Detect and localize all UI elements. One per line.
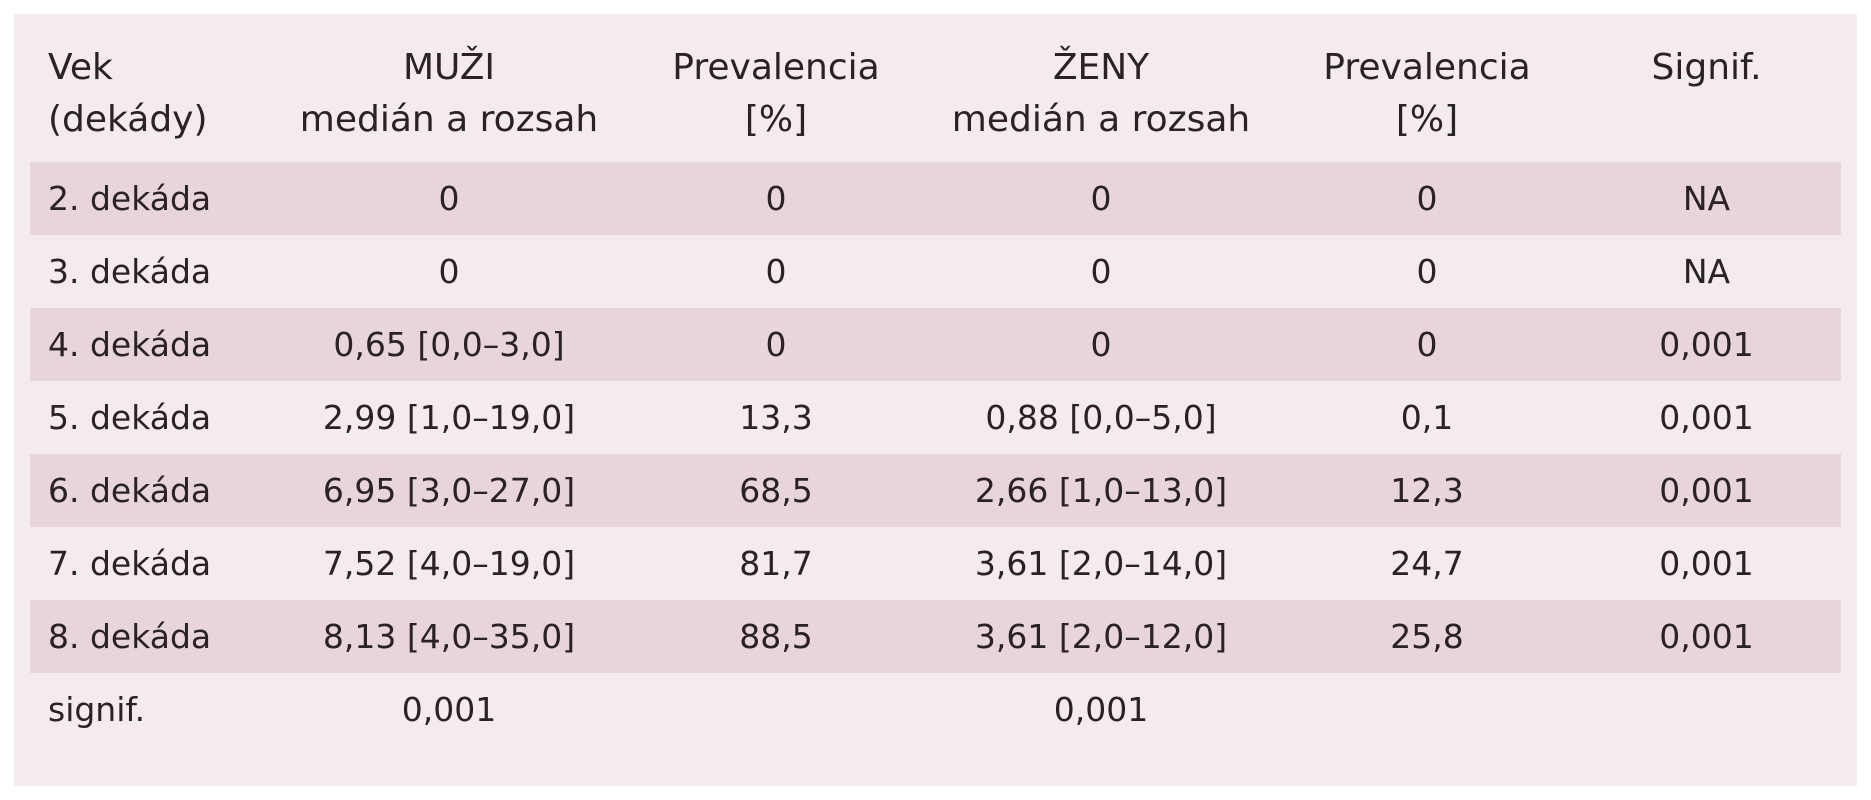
cell-women-median: 0 <box>920 308 1282 381</box>
table-header: Vek (dekády) MUŽI medián a rozsah Preval… <box>30 26 1841 162</box>
table-row: 3. dekáda 0 0 0 0 NA <box>30 235 1841 308</box>
cell-men-prevalence: 81,7 <box>739 544 813 583</box>
cell-age: 8. dekáda <box>30 600 266 673</box>
cell-women-prevalence: 0 <box>1282 308 1572 381</box>
header-row: Vek (dekády) MUŽI medián a rozsah Preval… <box>30 26 1841 162</box>
cell-men-median: 0,65 [0,0–3,0] <box>266 308 632 381</box>
cell-women-prevalence: 25,8 <box>1282 600 1572 673</box>
header-line: medián a rozsah <box>299 99 599 140</box>
cell-men-median: 0 <box>266 162 632 235</box>
cell-significance: 0,001 <box>1572 600 1841 673</box>
cell-significance <box>1572 673 1841 746</box>
cell-men-median: 6,95 [3,0–27,0] <box>266 454 632 527</box>
cell-men-prevalence: 68,5 <box>632 454 920 527</box>
table-body: 2. dekáda 0 0 0 0 NA 3. dekáda 0 0 0 0 N… <box>30 162 1841 746</box>
table-row: 4. dekáda 0,65 [0,0–3,0] 0 0 0 0,001 <box>30 308 1841 381</box>
cell-significance: 0,001 <box>1572 308 1841 381</box>
table-row-significance: signif. 0,001 0,001 <box>30 673 1841 746</box>
cell-women-prevalence: 0,1 <box>1400 398 1454 437</box>
cell-women-median: 0,001 <box>1053 690 1149 729</box>
cell-men-median: 7,52 [4,0–19,0] <box>322 544 576 583</box>
cell-women-median: 3,61 [2,0–14,0] <box>974 544 1228 583</box>
cell-age: signif. <box>48 690 146 729</box>
cell-men-prevalence: 13,3 <box>739 398 813 437</box>
cell-men-prevalence <box>632 673 920 746</box>
cell-age: 4. dekáda <box>30 308 266 381</box>
table-row: 7. dekáda 7,52 [4,0–19,0] 81,7 3,61 [2,0… <box>30 527 1841 600</box>
cell-men-median: 8,13 [4,0–35,0] <box>266 600 632 673</box>
cell-significance: 0,001 <box>1659 544 1754 583</box>
header-line: (dekády) <box>48 99 208 140</box>
cell-women-prevalence: 24,7 <box>1390 544 1464 583</box>
header-line: medián a rozsah <box>951 99 1251 140</box>
header-line <box>1576 94 1837 146</box>
cell-men-median: 2,99 [1,0–19,0] <box>322 398 576 437</box>
header-men-median: MUŽI medián a rozsah <box>266 26 632 162</box>
header-significance: Signif. <box>1572 26 1841 162</box>
cell-significance: 0,001 <box>1572 454 1841 527</box>
cell-men-prevalence: 88,5 <box>632 600 920 673</box>
table-row: 6. dekáda 6,95 [3,0–27,0] 68,5 2,66 [1,0… <box>30 454 1841 527</box>
cell-women-median: 2,66 [1,0–13,0] <box>920 454 1282 527</box>
cell-men-median: 0 <box>438 252 460 291</box>
cell-women-median: 0,88 [0,0–5,0] <box>985 398 1217 437</box>
header-women-median: ŽENY medián a rozsah <box>920 26 1282 162</box>
header-line: Prevalencia <box>672 47 880 88</box>
header-line: [%] <box>1395 99 1459 140</box>
cell-men-prevalence: 0 <box>632 162 920 235</box>
cell-significance: NA <box>1572 162 1841 235</box>
cell-significance: NA <box>1682 252 1731 291</box>
cell-age: 6. dekáda <box>30 454 266 527</box>
cell-women-median: 0 <box>1090 252 1112 291</box>
table-row: 8. dekáda 8,13 [4,0–35,0] 88,5 3,61 [2,0… <box>30 600 1841 673</box>
cell-men-prevalence: 0 <box>632 308 920 381</box>
table-row: 5. dekáda 2,99 [1,0–19,0] 13,3 0,88 [0,0… <box>30 381 1841 454</box>
cell-age: 2. dekáda <box>30 162 266 235</box>
prevalence-table: Vek (dekády) MUŽI medián a rozsah Preval… <box>30 26 1841 746</box>
cell-age: 5. dekáda <box>48 398 212 437</box>
header-line: Signif. <box>1651 47 1762 88</box>
header-line: Vek <box>48 47 113 88</box>
cell-men-median: 0,001 <box>401 690 497 729</box>
header-line: [%] <box>744 99 808 140</box>
header-line: ŽENY <box>1052 47 1150 88</box>
header-men-prevalence: Prevalencia [%] <box>632 26 920 162</box>
cell-women-prevalence: 0 <box>1416 252 1438 291</box>
header-women-prevalence: Prevalencia [%] <box>1282 26 1572 162</box>
cell-age: 7. dekáda <box>48 544 212 583</box>
cell-significance: 0,001 <box>1659 398 1754 437</box>
cell-women-prevalence: 12,3 <box>1282 454 1572 527</box>
table-frame: Vek (dekády) MUŽI medián a rozsah Preval… <box>14 14 1857 786</box>
table-row: 2. dekáda 0 0 0 0 NA <box>30 162 1841 235</box>
cell-women-median: 0 <box>920 162 1282 235</box>
cell-men-prevalence: 0 <box>765 252 787 291</box>
cell-women-median: 3,61 [2,0–12,0] <box>920 600 1282 673</box>
cell-women-prevalence: 0 <box>1282 162 1572 235</box>
cell-age: 3. dekáda <box>48 252 212 291</box>
header-line: MUŽI <box>402 47 496 88</box>
header-age-decades: Vek (dekády) <box>30 26 266 162</box>
header-line: Prevalencia <box>1323 47 1531 88</box>
cell-women-prevalence <box>1282 673 1572 746</box>
